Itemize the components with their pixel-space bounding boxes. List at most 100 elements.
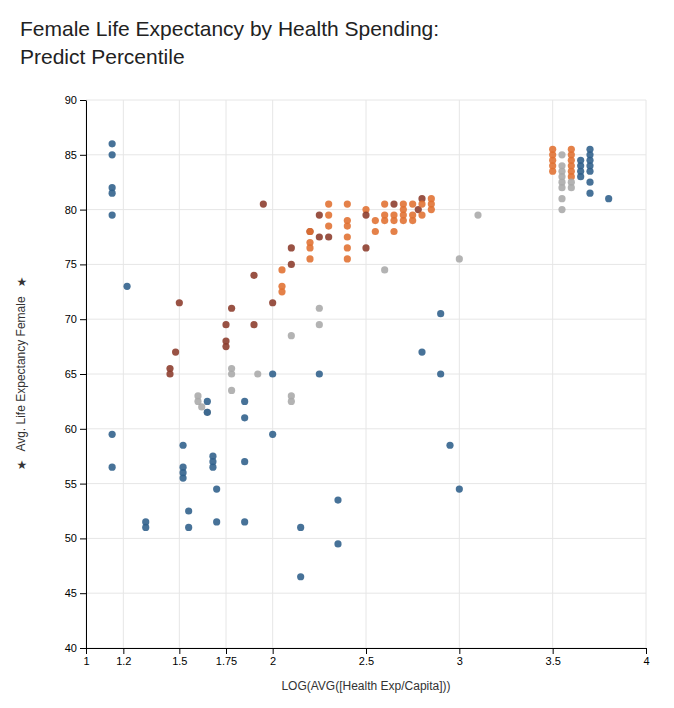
point	[316, 233, 323, 240]
tick: 60	[65, 423, 86, 435]
point	[316, 321, 323, 328]
point	[209, 464, 216, 471]
point	[344, 201, 351, 208]
point	[269, 370, 276, 377]
annotation: ★	[17, 458, 28, 472]
tick: 80	[65, 204, 86, 216]
point	[297, 524, 304, 531]
point	[390, 228, 397, 235]
tick-mark	[80, 374, 86, 375]
tick-mark	[80, 264, 86, 265]
tick-mark	[366, 648, 367, 654]
tick-label: 2	[270, 655, 276, 667]
point	[269, 431, 276, 438]
x-axis: 11.21.51.7522.533.54	[83, 648, 649, 667]
tick: 90	[65, 94, 86, 106]
point	[400, 217, 407, 224]
tick: 50	[65, 532, 86, 544]
point	[288, 332, 295, 339]
point	[381, 201, 388, 208]
point	[278, 288, 285, 295]
tick-label: 1	[83, 655, 89, 667]
tick-mark	[123, 648, 124, 654]
tick-mark	[553, 648, 554, 654]
point	[306, 228, 313, 235]
tick-mark	[80, 593, 86, 594]
point	[204, 409, 211, 416]
title: Female Life Expectancy by Health Spendin…	[20, 17, 439, 40]
annotation: ★	[17, 275, 28, 289]
tick-mark	[86, 648, 87, 654]
point	[456, 255, 463, 262]
tick-label: 90	[65, 94, 77, 106]
tick: 1.2	[116, 648, 131, 667]
tick-mark	[80, 648, 86, 649]
point	[288, 244, 295, 251]
point	[306, 244, 313, 251]
point	[568, 184, 575, 191]
point	[325, 201, 332, 208]
point	[325, 222, 332, 229]
tick-label: 55	[65, 478, 77, 490]
y-axis: 4045505560657075808590	[65, 94, 87, 654]
tick: 45	[65, 587, 86, 599]
tick-label: 4	[643, 655, 649, 667]
point	[344, 255, 351, 262]
grid-line	[86, 319, 646, 320]
tick-label: 1.2	[116, 655, 131, 667]
grid-line	[86, 100, 646, 101]
tick: 3	[457, 648, 463, 667]
tick: 2	[270, 648, 276, 667]
point	[222, 321, 229, 328]
points	[109, 140, 613, 580]
point	[179, 442, 186, 449]
tick-label: 2.5	[359, 655, 374, 667]
axis-line	[86, 101, 87, 649]
point	[558, 195, 565, 202]
plot: 11.21.51.7522.533.5440455055606570758085…	[65, 94, 650, 667]
point	[109, 431, 116, 438]
point	[586, 190, 593, 197]
point	[586, 168, 593, 175]
tick-label: 50	[65, 532, 77, 544]
grid-line	[86, 538, 646, 539]
point	[204, 409, 211, 416]
tick: 40	[65, 642, 86, 654]
point	[179, 475, 186, 482]
point	[198, 403, 205, 410]
point	[288, 261, 295, 268]
tick-label: 60	[65, 423, 77, 435]
point	[456, 485, 463, 492]
tick-label: 3.5	[546, 655, 561, 667]
point	[316, 370, 323, 377]
tick-mark	[80, 484, 86, 485]
tick-mark	[459, 648, 460, 654]
tick-mark	[179, 648, 180, 654]
point	[558, 206, 565, 213]
tick-mark	[80, 429, 86, 430]
point	[109, 190, 116, 197]
point	[372, 228, 379, 235]
tick-label: 1.5	[172, 655, 187, 667]
point	[250, 321, 257, 328]
tick-mark	[646, 648, 647, 654]
grid	[86, 100, 646, 648]
point	[409, 217, 416, 224]
tick-mark	[80, 319, 86, 320]
point	[344, 233, 351, 240]
point	[437, 310, 444, 317]
tick-label: 70	[65, 313, 77, 325]
point	[325, 233, 332, 240]
point	[241, 458, 248, 465]
tick: 3.5	[546, 648, 561, 667]
grid-line	[86, 428, 646, 429]
point	[288, 398, 295, 405]
point	[418, 348, 425, 355]
point	[185, 507, 192, 514]
point	[316, 305, 323, 312]
point	[222, 343, 229, 350]
y-axis-label: Avg. Life Expectancy Female	[14, 296, 28, 452]
tick: 1.5	[172, 648, 187, 667]
tick-mark	[80, 538, 86, 539]
tick-label: 45	[65, 587, 77, 599]
